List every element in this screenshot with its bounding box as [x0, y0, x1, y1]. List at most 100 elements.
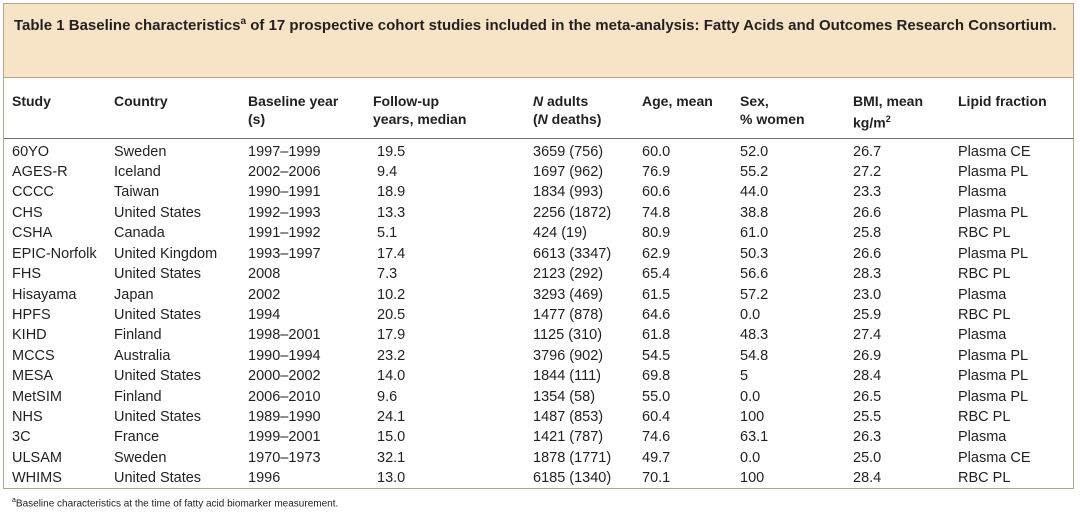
table-row: EPIC-Norfolk United Kingdom 1993–1997 17.4 6… [4, 244, 1073, 264]
cell-study: EPIC-Norfolk [12, 245, 97, 262]
cell-sex: 56.6 [740, 266, 769, 283]
cell-lipid-fraction: Plasma PL [958, 245, 1029, 262]
cell-lipid-fraction: RBC PL [958, 306, 1011, 323]
cell-age: 74.8 [642, 204, 671, 221]
header-followup: Follow-up years, median [373, 93, 467, 127]
baseline-table: Study Country Baseline year (s) Follow-up… [4, 88, 1073, 488]
cell-n-adults: 1421 (787) [533, 429, 604, 446]
cell-lipid-fraction: Plasma PL [958, 164, 1029, 181]
cell-study: ULSAM [12, 449, 62, 466]
cell-baseline-year: 1989–1990 [248, 408, 321, 425]
cell-study: CHS [12, 204, 43, 221]
cell-baseline-year: 1999–2001 [248, 429, 321, 446]
cell-age: 55.0 [642, 388, 671, 405]
cell-followup: 32.1 [377, 449, 406, 466]
cell-study: KIHD [12, 327, 47, 344]
cell-followup: 18.9 [377, 184, 406, 201]
cell-followup: 17.9 [377, 327, 406, 344]
cell-baseline-year: 1997–1999 [248, 143, 321, 160]
cell-country: United States [114, 470, 202, 487]
table-row: CCCC Taiwan 1990–1991 18.9 1834 (993) 60.6 44.… [4, 182, 1073, 202]
cell-study: CSHA [12, 225, 53, 242]
cell-bmi: 26.6 [853, 245, 882, 262]
cell-country: Finland [114, 327, 162, 344]
cell-followup: 17.4 [377, 245, 406, 262]
cell-n-adults: 1697 (962) [533, 164, 604, 181]
cell-study: WHIMS [12, 470, 62, 487]
cell-sex: 44.0 [740, 184, 769, 201]
table-footnote: aBaseline characteristics at the time of… [12, 497, 338, 509]
cell-country: Sweden [114, 143, 167, 160]
cell-age: 61.5 [642, 286, 671, 303]
cell-bmi: 26.7 [853, 143, 882, 160]
cell-n-adults: 6185 (1340) [533, 470, 612, 487]
cell-study: NHS [12, 408, 43, 425]
cell-study: MESA [12, 368, 54, 385]
table-row: NHS United States 1989–1990 24.1 1487 (853) 6… [4, 407, 1073, 427]
cell-sex: 63.1 [740, 429, 769, 446]
cell-study: 3C [12, 429, 31, 446]
cell-study: AGES-R [12, 164, 68, 181]
cell-lipid-fraction: Plasma CE [958, 143, 1031, 160]
cell-followup: 7.3 [377, 266, 398, 283]
cell-bmi: 25.0 [853, 449, 882, 466]
header-study: Study [12, 93, 51, 109]
header-row: Study Country Baseline year (s) Follow-up… [4, 88, 1073, 139]
cell-country: Sweden [114, 449, 167, 466]
cell-bmi: 28.4 [853, 368, 882, 385]
cell-n-adults: 1487 (853) [533, 408, 604, 425]
cell-lipid-fraction: Plasma [958, 327, 1007, 344]
cell-n-adults: 1354 (58) [533, 388, 596, 405]
cell-sex: 61.0 [740, 225, 769, 242]
cell-baseline-year: 1993–1997 [248, 245, 321, 262]
table-row: MCCS Australia 1990–1994 23.2 3796 (902) 54.5… [4, 346, 1073, 366]
cell-n-adults: 1125 (310) [533, 327, 603, 344]
table-row: FHS United States 2008 7.3 2123 (292) 65.4 56.… [4, 264, 1073, 284]
caption-footnote-mark: a [240, 16, 247, 27]
cell-sex: 48.3 [740, 327, 769, 344]
cell-lipid-fraction: Plasma PL [958, 204, 1029, 221]
cell-bmi: 27.4 [853, 327, 882, 344]
cell-n-adults: 3796 (902) [533, 347, 604, 364]
cell-n-adults: 424 (19) [533, 225, 588, 242]
cell-n-adults: 3659 (756) [533, 143, 604, 160]
cell-bmi: 28.4 [853, 470, 882, 487]
cell-n-adults: 1477 (878) [533, 306, 604, 323]
cell-lipid-fraction: RBC PL [958, 408, 1011, 425]
cell-bmi: 23.0 [853, 286, 882, 303]
cell-n-adults: 2123 (292) [533, 266, 604, 283]
cell-country: Japan [114, 286, 154, 303]
cell-bmi: 25.9 [853, 306, 882, 323]
table-row: HPFS United States 1994 20.5 1477 (878) 64.6 0… [4, 305, 1073, 325]
cell-lipid-fraction: Plasma [958, 286, 1007, 303]
cell-country: United States [114, 266, 202, 283]
cell-study: Hisayama [12, 286, 77, 303]
cell-sex: 50.3 [740, 245, 769, 262]
cell-bmi: 27.2 [853, 164, 882, 181]
cell-study: FHS [12, 266, 41, 283]
table-row: MetSIM Finland 2006–2010 9.6 1354 (58) 55.0 0.… [4, 387, 1073, 407]
cell-followup: 13.0 [377, 470, 406, 487]
cell-age: 61.8 [642, 327, 671, 344]
cell-bmi: 26.5 [853, 388, 882, 405]
table-row: WHIMS United States 1996 13.0 6185 (1340) 70.… [4, 468, 1073, 488]
table-caption: Table 1 Baseline characteristicsa of 17 … [4, 4, 1073, 78]
cell-study: 60YO [12, 143, 50, 160]
cell-baseline-year: 2000–2002 [248, 368, 321, 385]
cell-lipid-fraction: Plasma PL [958, 388, 1029, 405]
cell-age: 80.9 [642, 225, 671, 242]
cell-age: 65.4 [642, 266, 671, 283]
cell-lipid-fraction: Plasma [958, 429, 1007, 446]
cell-country: United States [114, 306, 202, 323]
header-sex: Sex,% women [740, 93, 805, 127]
cell-age: 60.6 [642, 184, 671, 201]
cell-baseline-year: 1990–1994 [248, 347, 321, 364]
cell-study: MetSIM [12, 388, 62, 405]
cell-followup: 13.3 [377, 204, 406, 221]
cell-country: United States [114, 368, 202, 385]
cell-n-adults: 1878 (1771) [533, 449, 612, 466]
cell-n-adults: 6613 (3347) [533, 245, 612, 262]
cell-baseline-year: 1991–1992 [248, 225, 321, 242]
cell-country: United States [114, 204, 202, 221]
cell-sex: 55.2 [740, 164, 769, 181]
